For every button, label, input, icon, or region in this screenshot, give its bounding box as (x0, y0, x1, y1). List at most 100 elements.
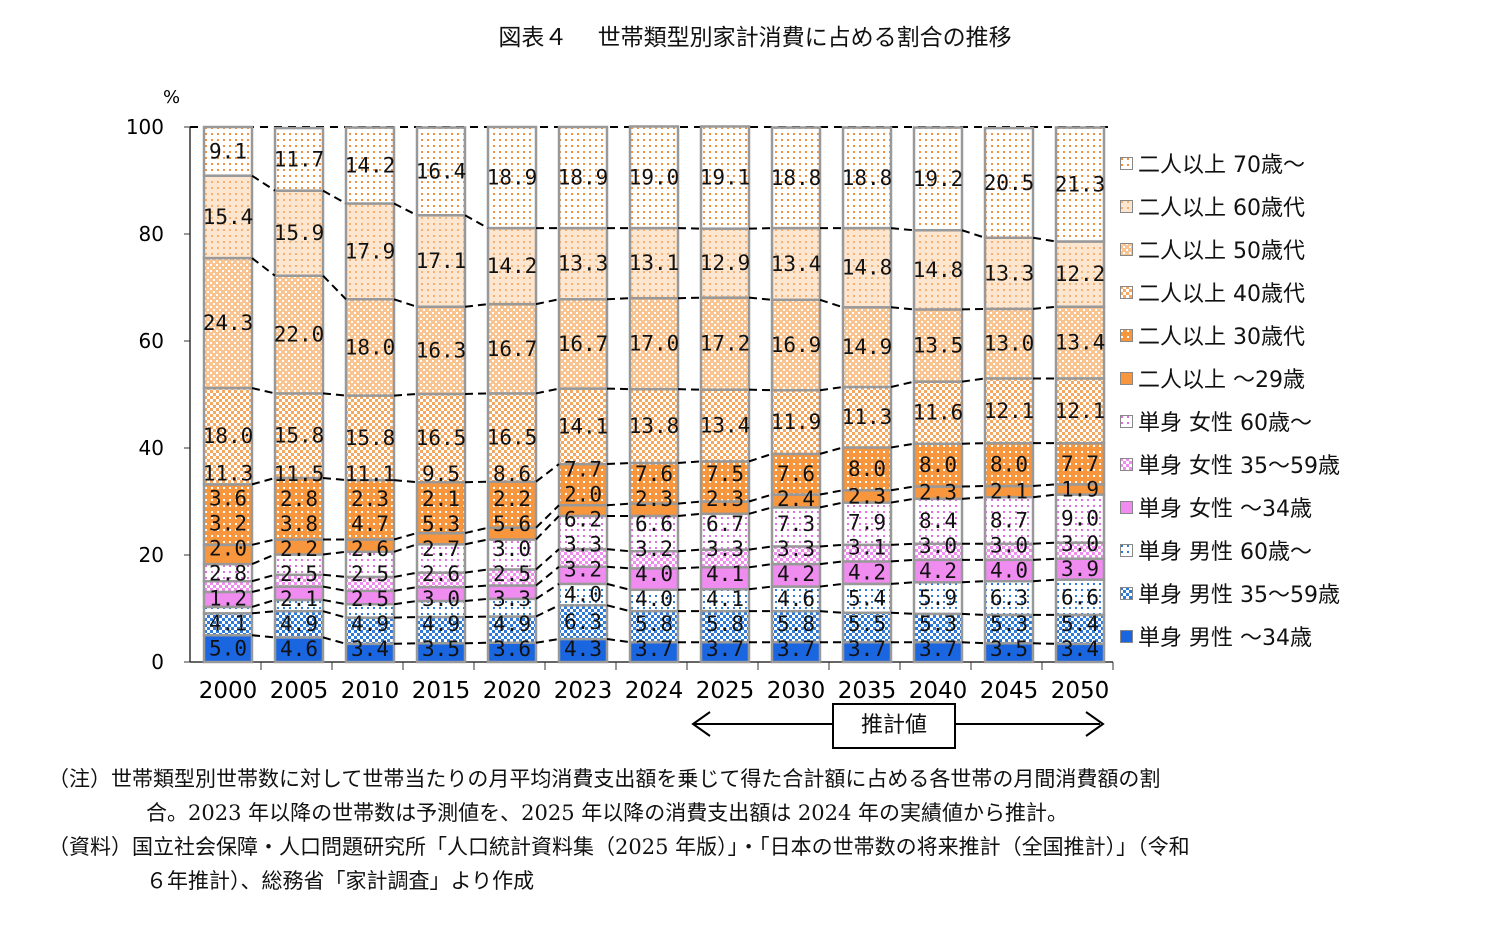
data-label: 5.5 (848, 612, 886, 636)
bar-segment (770, 388, 822, 456)
connector-line (535, 298, 560, 306)
data-label: 4.9 (280, 612, 318, 636)
bar-segment (486, 392, 538, 483)
data-label: 15.9 (274, 221, 325, 245)
data-label: 5.3 (990, 612, 1028, 636)
bar-segment (415, 480, 467, 535)
connector-line (819, 386, 844, 392)
legend-swatch (1120, 629, 1133, 643)
bar-segment (344, 126, 396, 205)
data-label: 2.1 (280, 587, 318, 611)
connector-line (819, 610, 844, 614)
data-label: 15.8 (274, 424, 325, 448)
data-label: 6.7 (706, 512, 744, 536)
data-label: 6.2 (564, 508, 602, 532)
data-label: 18.9 (558, 166, 609, 190)
bar-segment (1054, 493, 1106, 544)
connector-line (677, 512, 702, 517)
arrow-left-icon (691, 711, 711, 737)
bar-segment (486, 226, 538, 306)
data-label: 14.8 (913, 258, 964, 282)
data-label: 8.6 (493, 462, 531, 486)
bar-segment (841, 582, 893, 615)
connector-line (322, 550, 347, 556)
bar-segment (912, 380, 964, 445)
data-label: 3.3 (706, 537, 744, 561)
connector-line (393, 571, 418, 578)
data-label: 5.6 (493, 512, 531, 536)
connector-line (748, 506, 773, 515)
data-label: 2.6 (422, 562, 460, 586)
bar-segment (770, 585, 822, 613)
connector-line (890, 442, 915, 449)
connector-line (890, 380, 915, 388)
data-label: 3.0 (493, 537, 531, 561)
data-label: 4.0 (564, 583, 602, 607)
data-label: 12.2 (1055, 262, 1106, 286)
data-label: 2.3 (351, 487, 389, 511)
source-line: ６年推計）、総務省「家計調査」より作成 (146, 869, 535, 893)
connector-line (961, 580, 986, 584)
bar-segment (983, 441, 1035, 488)
data-label: 3.1 (848, 536, 886, 560)
data-label: 5.0 (209, 637, 247, 661)
legend-label: 単身 男性 ～34歳 (1138, 626, 1312, 651)
connector-line (251, 538, 276, 546)
bar-segment (1054, 126, 1106, 243)
legend-swatch (1120, 199, 1133, 213)
data-label: 17.0 (629, 332, 680, 356)
legend-swatch (1120, 414, 1133, 428)
data-label: 3.0 (990, 534, 1028, 558)
x-tick-label: 2040 (909, 678, 968, 704)
data-label: 5.4 (848, 586, 886, 610)
data-label: 4.1 (706, 562, 744, 586)
connector-line (890, 485, 915, 492)
bar-segment (557, 462, 609, 507)
data-label: 4.0 (990, 559, 1028, 583)
connector-line (464, 538, 489, 546)
data-label: 16.7 (487, 337, 538, 361)
data-label: 17.1 (416, 249, 467, 273)
connector-line (393, 202, 418, 217)
data-label: 3.2 (564, 558, 602, 582)
data-label: 3.3 (564, 533, 602, 557)
connector-line (464, 214, 489, 229)
connector-line (251, 387, 276, 395)
connector-line (748, 296, 773, 301)
connector-line (890, 497, 915, 504)
connector-line (890, 542, 915, 546)
connector-line (606, 582, 631, 591)
connector-line (464, 480, 489, 484)
legend-swatch (1120, 242, 1133, 256)
data-label: 14.2 (345, 154, 396, 178)
bar-segment (1054, 613, 1106, 646)
connector-line (961, 377, 986, 383)
legend-item: 単身 女性 60歳～ (1120, 406, 1312, 436)
connector-line (251, 598, 276, 608)
connector-line (251, 476, 276, 486)
data-label: 3.7 (706, 637, 744, 661)
connector-line (961, 641, 986, 645)
connector-line (322, 598, 347, 606)
data-label: 2.6 (351, 537, 389, 561)
bar-segment (841, 385, 893, 449)
bar-segment (486, 125, 538, 230)
data-label: 2.2 (493, 487, 531, 511)
connector-line (961, 612, 986, 616)
connector-line (819, 501, 844, 509)
connector-line (819, 446, 844, 455)
data-label: 11.6 (913, 401, 964, 425)
x-tick-label: 2015 (412, 678, 471, 704)
x-tick-label: 2010 (341, 678, 400, 704)
connector-line (393, 600, 418, 606)
bar-segment (699, 125, 751, 230)
data-label: 2.3 (919, 481, 957, 505)
y-tick-label: 0 (151, 650, 164, 674)
connector-line (677, 460, 702, 464)
connector-line (535, 463, 560, 483)
bar-segment (841, 501, 893, 547)
bar-segment (202, 256, 254, 390)
data-label: 2.3 (706, 487, 744, 511)
connector-line (677, 548, 702, 553)
y-tick-label: 60 (139, 329, 164, 353)
